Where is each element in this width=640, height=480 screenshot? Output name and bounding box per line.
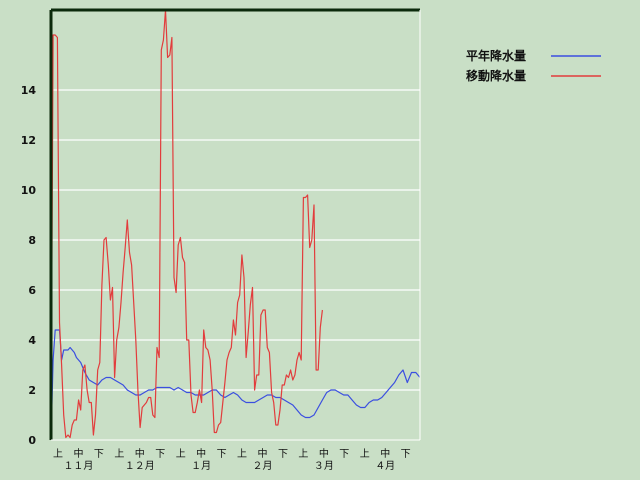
x-period-label: 中 — [380, 447, 390, 460]
y-tick-label: 14 — [21, 84, 37, 97]
y-tick-label: 10 — [21, 184, 37, 197]
x-period-label: 上 — [237, 448, 247, 460]
x-period-label: 下 — [278, 449, 288, 460]
y-tick-label: 4 — [28, 334, 36, 347]
y-tick-label: 12 — [21, 134, 36, 147]
x-period-label: 中 — [73, 447, 83, 460]
x-period-label: 中 — [196, 447, 206, 460]
y-tick-label: 2 — [28, 384, 36, 397]
x-period-label: 上 — [298, 448, 308, 460]
x-month-label: １１月 — [63, 460, 93, 472]
x-axis-tick-labels: 上中下上中下上中下上中下上中下上中下１１月 １２月 １月 ２月 ３月 ４月 — [53, 447, 411, 472]
data-series — [50, 9, 421, 441]
x-month-label: １月 — [191, 460, 211, 472]
y-tick-label: 6 — [28, 284, 36, 297]
legend-label: 移動降水量 — [466, 68, 526, 83]
series-line-moving — [50, 9, 323, 441]
x-period-label: 下 — [217, 449, 227, 460]
x-month-label: ３月 — [314, 460, 334, 472]
y-axis-tick-labels: 0 2 4 6 8 10 12 14 — [21, 84, 37, 447]
x-period-label: 下 — [94, 449, 104, 460]
x-period-label: 下 — [339, 449, 349, 460]
x-period-label: 上 — [176, 448, 186, 460]
x-month-label: １２月 — [125, 460, 155, 472]
x-period-label: 上 — [53, 448, 63, 460]
y-tick-label: 0 — [28, 434, 36, 447]
x-period-label: 下 — [401, 449, 411, 460]
x-period-label: 中 — [258, 447, 268, 460]
legend-label: 平年降水量 — [466, 48, 526, 63]
x-month-label: ２月 — [253, 460, 273, 472]
series-line-normal — [50, 329, 421, 441]
x-month-label: ４月 — [375, 460, 395, 472]
y-tick-label: 8 — [28, 234, 36, 247]
x-period-label: 下 — [155, 449, 165, 460]
plot-frame — [49, 8, 421, 441]
x-period-label: 中 — [319, 447, 329, 460]
x-period-label: 上 — [360, 448, 370, 460]
x-period-label: 上 — [114, 448, 124, 460]
x-period-label: 中 — [135, 447, 145, 460]
